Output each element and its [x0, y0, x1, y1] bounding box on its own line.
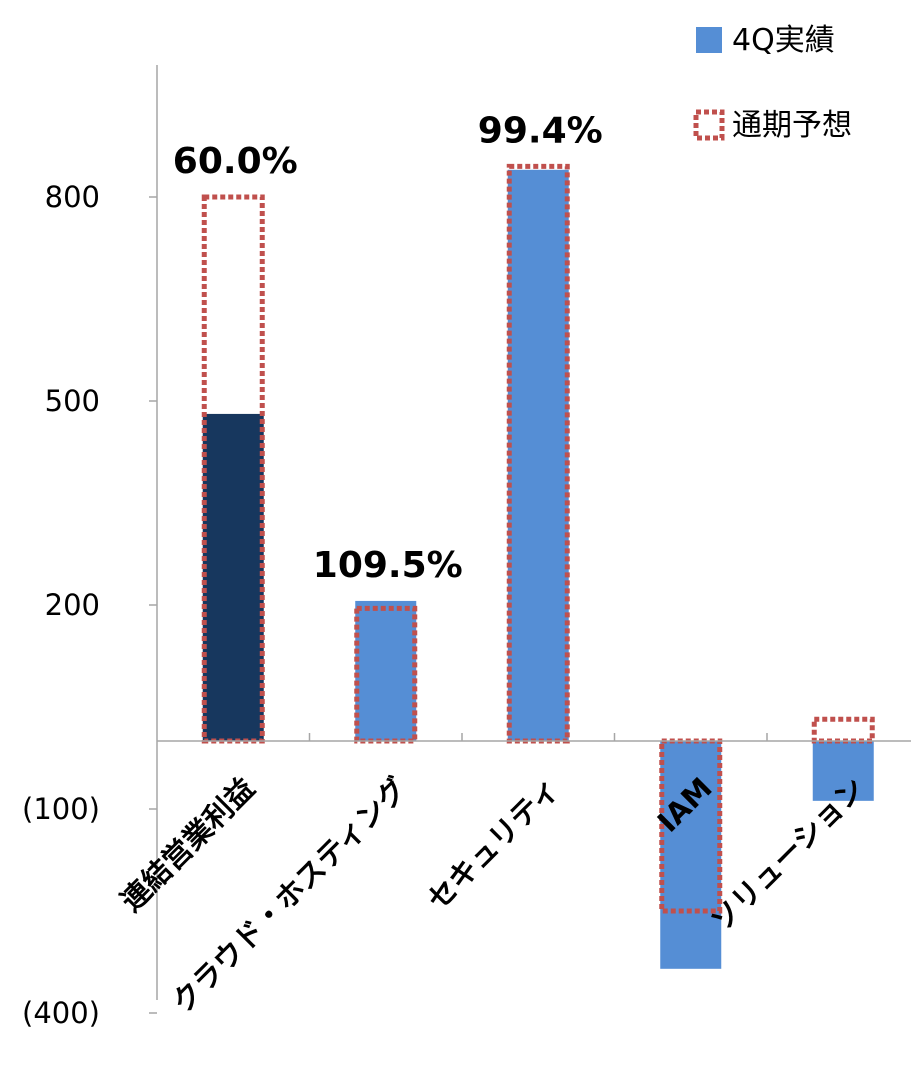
category-label: ソリューション	[704, 771, 871, 938]
bar-forecast-outline	[201, 194, 265, 744]
bar-actual	[202, 413, 264, 741]
data-label: 60.0%	[173, 141, 298, 182]
y-tick-label: 800	[45, 180, 100, 214]
legend-swatch-forecast	[693, 109, 725, 141]
bar-forecast-outline	[811, 716, 875, 744]
y-axis: 800 500 200 (100) (400)	[22, 65, 158, 1030]
data-label: 99.4%	[478, 110, 603, 151]
legend-swatch-actual	[696, 27, 722, 53]
bars	[201, 163, 875, 969]
x-axis	[157, 733, 911, 742]
legend-label-actual: 4Q実績	[732, 23, 835, 58]
legend: 4Q実績 通期予想	[693, 23, 852, 143]
bar-actual	[660, 741, 722, 969]
y-tick-label: (400)	[22, 996, 100, 1030]
y-tick-label: 500	[45, 384, 100, 418]
data-labels: 60.0% 109.5% 99.4%	[173, 110, 603, 586]
bar-actual	[812, 741, 874, 801]
category-label: 連結営業利益	[114, 771, 261, 918]
bar-actual	[507, 169, 569, 742]
legend-label-forecast: 通期予想	[732, 108, 852, 143]
data-label: 109.5%	[313, 545, 463, 586]
y-tick-label: 200	[45, 588, 100, 622]
category-label: セキュリティ	[420, 771, 566, 917]
bar-forecast-outline	[506, 163, 570, 744]
bar-actual	[355, 600, 417, 741]
y-tick-label: (100)	[22, 792, 100, 826]
